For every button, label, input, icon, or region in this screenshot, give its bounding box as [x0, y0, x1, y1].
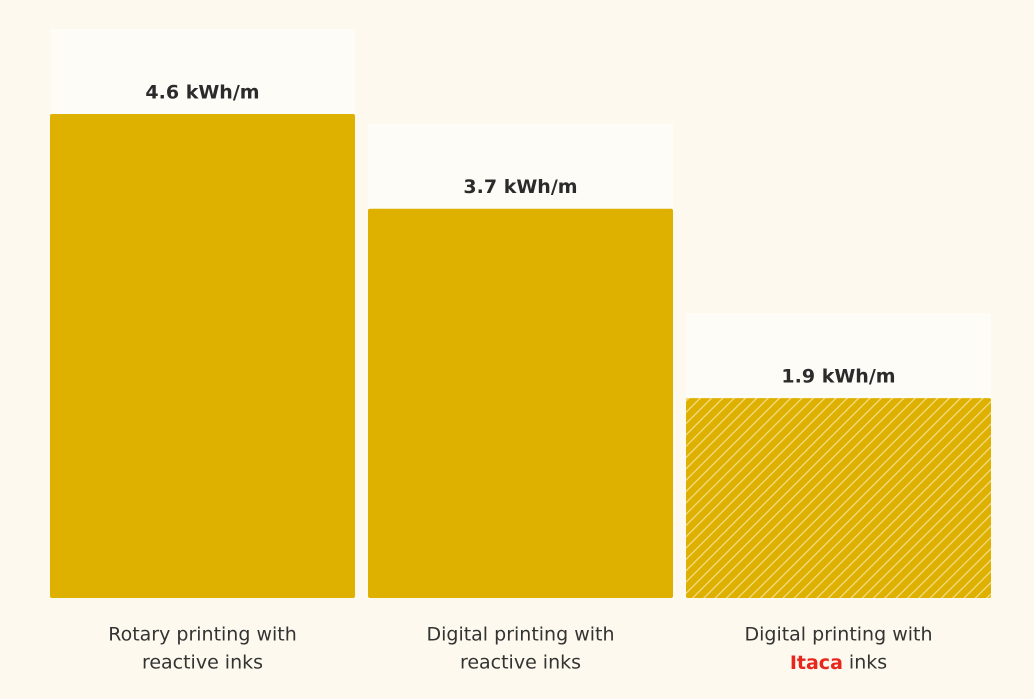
value-label: 1.9 kWh/m	[781, 366, 895, 388]
category-label: Digital printing with	[744, 624, 932, 646]
category-label: reactive inks	[460, 652, 581, 674]
category-label: Rotary printing with	[108, 624, 297, 646]
category-label: Itaca inks	[790, 652, 887, 674]
value-label: 4.6 kWh/m	[145, 82, 259, 104]
category-label: reactive inks	[142, 652, 263, 674]
value-label: 3.7 kWh/m	[463, 176, 577, 198]
category-label: Digital printing with	[426, 624, 614, 646]
bar	[50, 114, 355, 598]
bar	[686, 398, 991, 598]
bar	[368, 208, 673, 598]
